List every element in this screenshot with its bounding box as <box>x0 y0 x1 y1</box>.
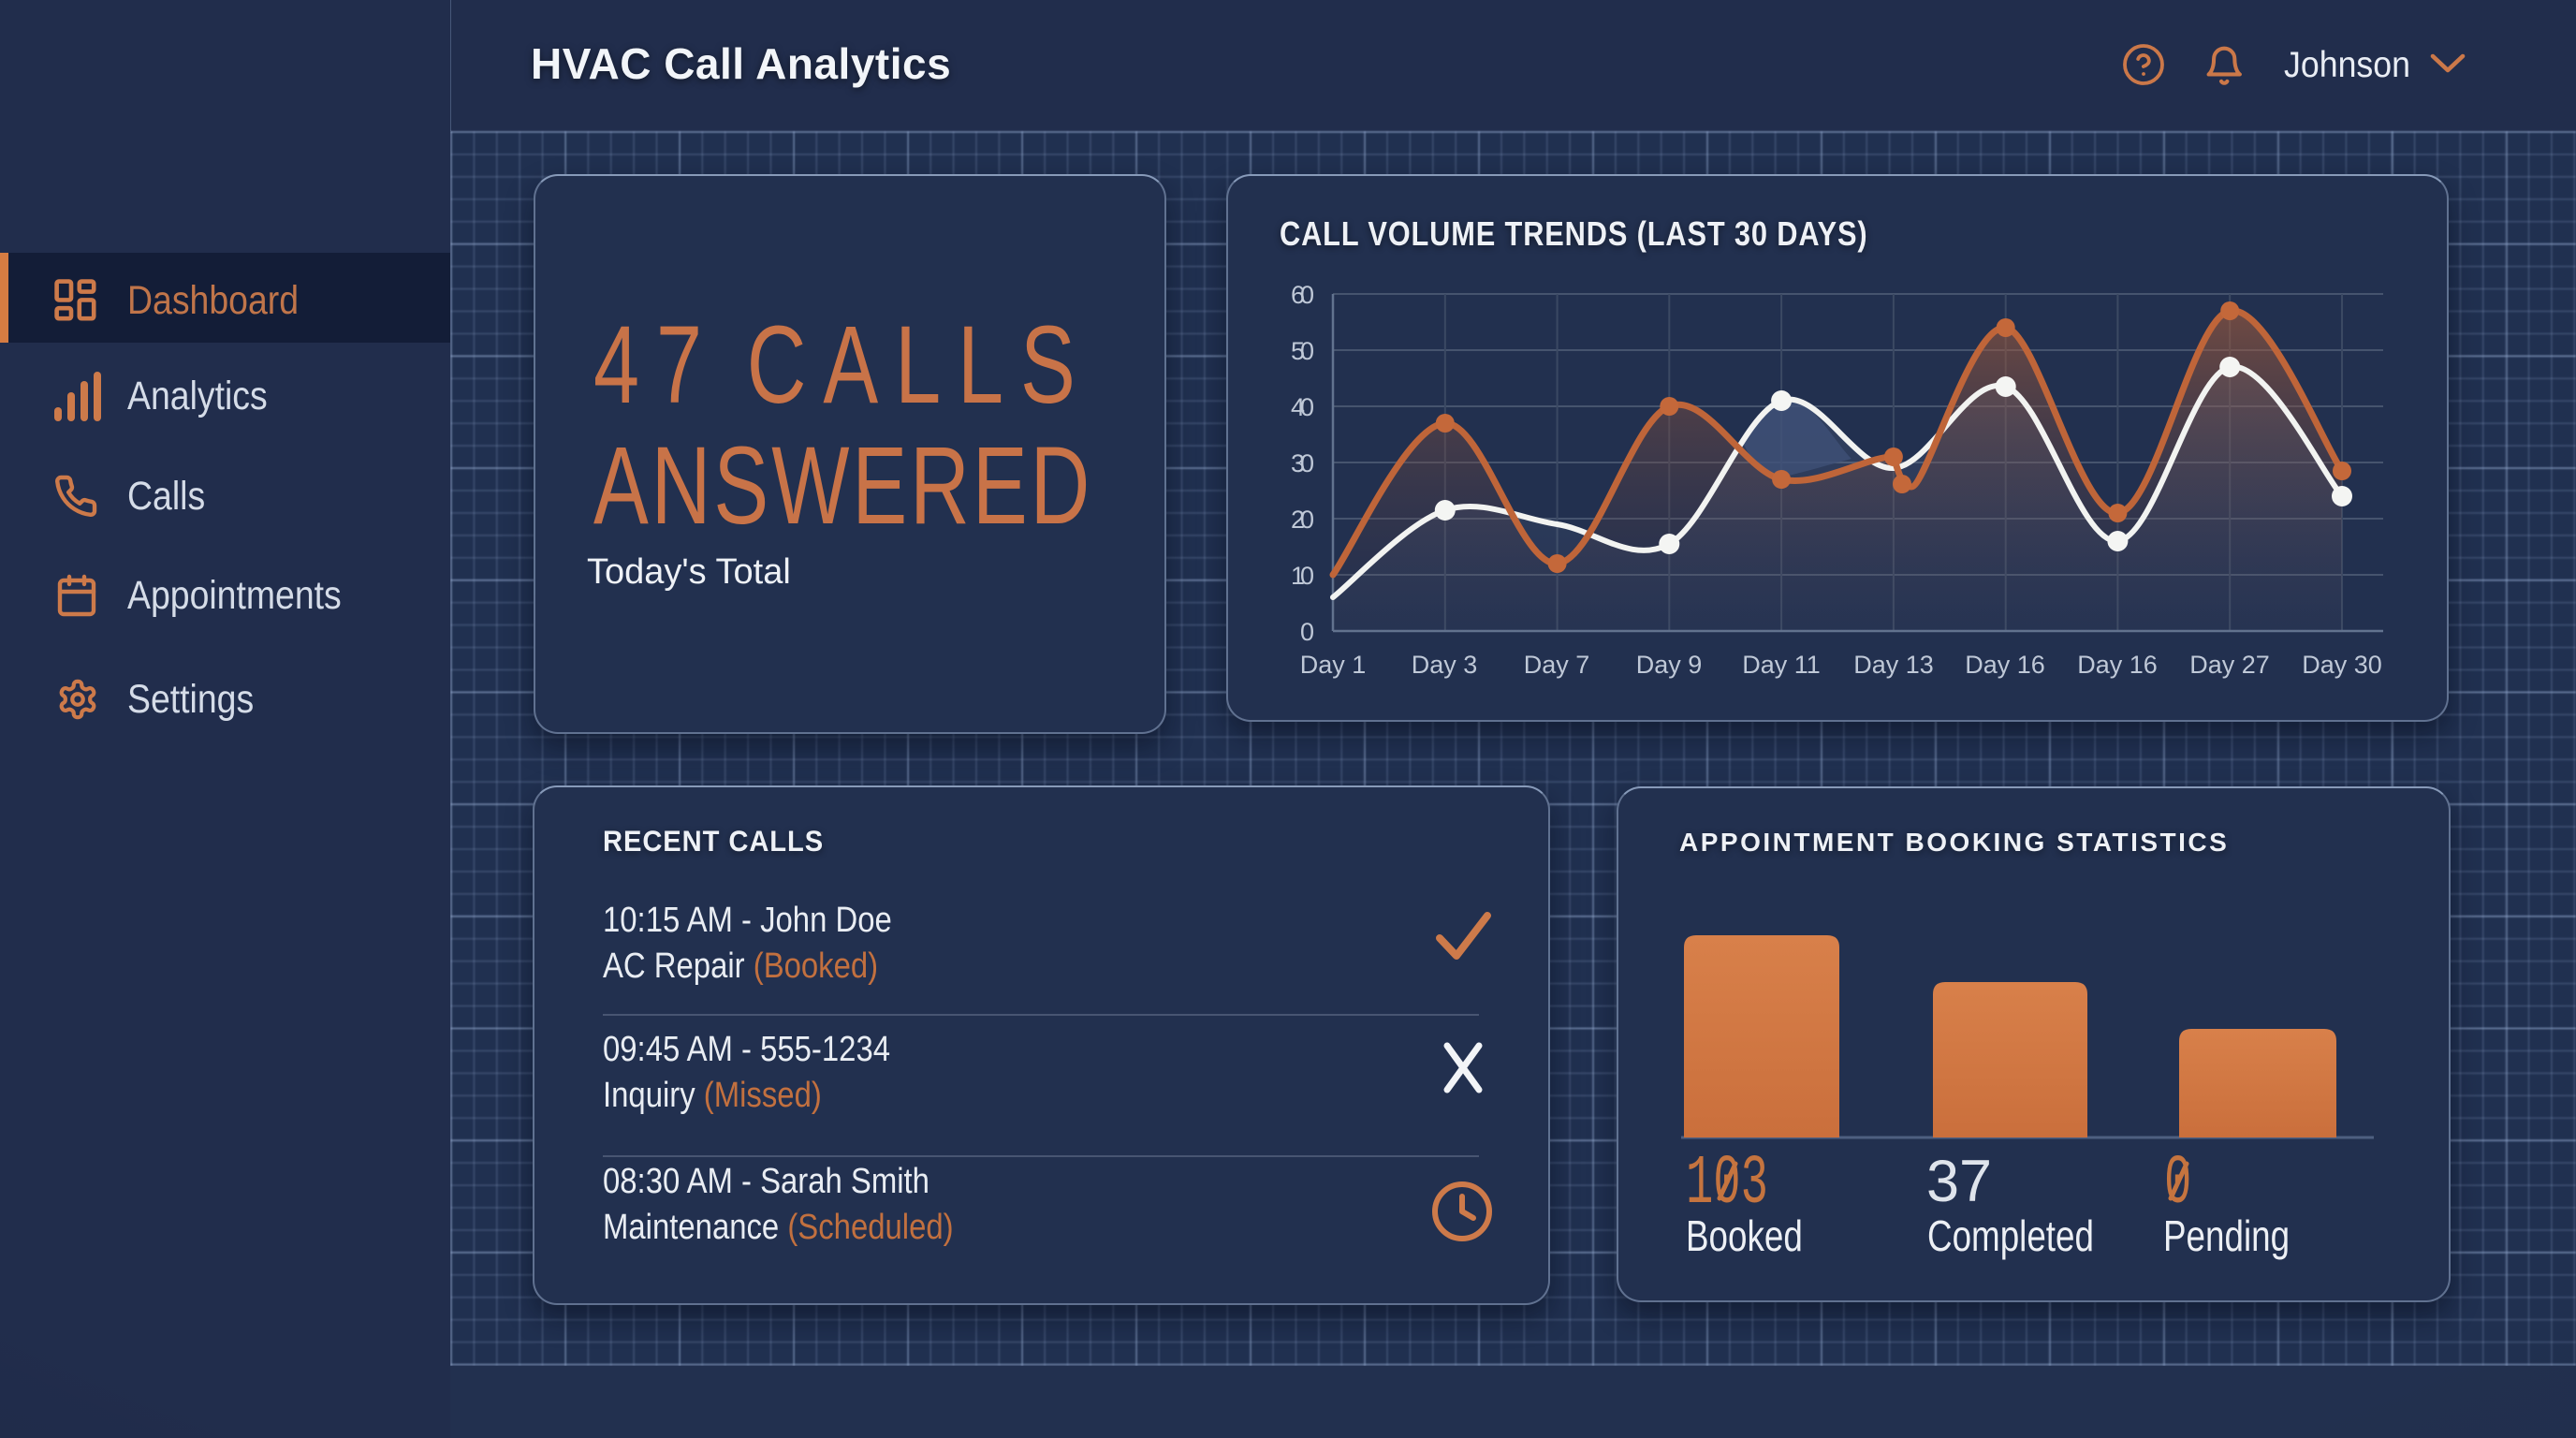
svg-text:Day 3: Day 3 <box>1412 651 1478 679</box>
svg-text:Day 1: Day 1 <box>1300 651 1367 679</box>
svg-text:20: 20 <box>1291 506 1314 534</box>
svg-text:30: 30 <box>1291 449 1314 477</box>
svg-text:Johnson: Johnson <box>2284 45 2410 85</box>
svg-text:Day 16: Day 16 <box>1965 651 2045 679</box>
svg-text:10: 10 <box>1291 562 1314 590</box>
svg-text:50: 50 <box>1291 337 1314 365</box>
svg-text:Day 9: Day 9 <box>1636 651 1703 679</box>
svg-text:Day 27: Day 27 <box>2189 651 2270 679</box>
svg-text:Day 13: Day 13 <box>1853 651 1934 679</box>
svg-text:40: 40 <box>1291 393 1314 421</box>
svg-text:Day 7: Day 7 <box>1524 651 1590 679</box>
svg-text:60: 60 <box>1291 281 1314 309</box>
svg-text:0: 0 <box>1300 618 1314 646</box>
svg-text:Day 16: Day 16 <box>2077 651 2158 679</box>
svg-text:Day 11: Day 11 <box>1742 651 1821 679</box>
svg-text:Day 30: Day 30 <box>2302 651 2382 679</box>
